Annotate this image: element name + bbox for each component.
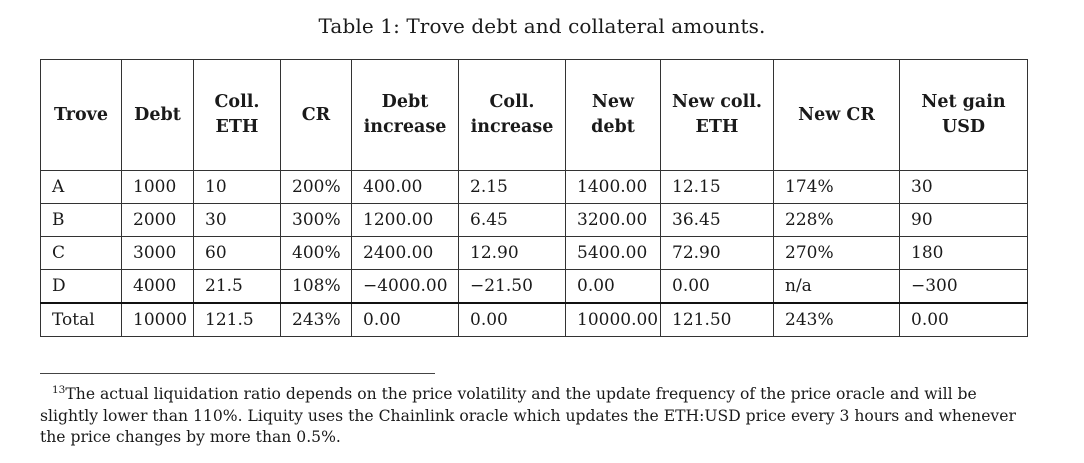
total-row: Total 10000 121.5 243% 0.00 0.00 10000.00 121.5… — [40, 302, 1028, 337]
column-header: New CR — [773, 59, 900, 171]
table-cell: −21.50 — [458, 269, 566, 304]
total-cell: 243% — [280, 302, 352, 337]
total-cell: 0.00 — [458, 302, 566, 337]
table-cell: 108% — [280, 269, 352, 304]
table-cell: −4000.00 — [351, 269, 459, 304]
column-header-line: ETH — [695, 117, 739, 137]
trove-table: Trove Debt Coll. ETH CR Debt increase Coll. incr… — [40, 59, 1028, 337]
table-cell: B — [40, 203, 122, 237]
footnote-text: The actual liquidation ratio depends on … — [40, 385, 1016, 446]
table-cell: 10 — [193, 170, 281, 204]
column-header: Coll. ETH — [193, 59, 281, 171]
table-cell: 21.5 — [193, 269, 281, 304]
table-cell: A — [40, 170, 122, 204]
table-cell: 1400.00 — [565, 170, 661, 204]
table-cell: 2000 — [121, 203, 194, 237]
total-cell: Total — [40, 302, 122, 337]
column-header: Trove — [40, 59, 122, 171]
table-cell: 300% — [280, 203, 352, 237]
table-cell: 0.00 — [565, 269, 661, 304]
table-cell: D — [40, 269, 122, 304]
table-cell: 400.00 — [351, 170, 459, 204]
column-header: New debt — [565, 59, 661, 171]
table-cell: 3200.00 — [565, 203, 661, 237]
total-cell: 121.5 — [193, 302, 281, 337]
table-cell: 3000 — [121, 236, 194, 270]
table-cell: 2400.00 — [351, 236, 459, 270]
table-row: C 3000 60 400% 2400.00 12.90 5400.00 72.90 270% 1… — [40, 236, 1028, 270]
total-cell: 10000.00 — [565, 302, 661, 337]
column-header-line: ETH — [215, 117, 259, 137]
total-cell: 10000 — [121, 302, 194, 337]
table-cell: 5400.00 — [565, 236, 661, 270]
column-header-line: increase — [363, 117, 447, 137]
header-row: Trove Debt Coll. ETH CR Debt increase Coll. incr… — [40, 59, 1028, 171]
table-cell: 2.15 — [458, 170, 566, 204]
table-cell: 30 — [899, 170, 1028, 204]
table-cell: 228% — [773, 203, 900, 237]
column-header: Debt — [121, 59, 194, 171]
total-cell: 0.00 — [899, 302, 1028, 337]
column-header-line: New coll. — [671, 92, 762, 112]
table-cell: 12.90 — [458, 236, 566, 270]
table-cell: 400% — [280, 236, 352, 270]
column-header: New coll. ETH — [660, 59, 774, 171]
column-header-line: increase — [470, 117, 554, 137]
table-cell: 12.15 — [660, 170, 774, 204]
footnote-number: 13 — [52, 384, 66, 396]
total-cell: 0.00 — [351, 302, 459, 337]
column-header-line: debt — [591, 117, 635, 137]
table-row: A 1000 10 200% 400.00 2.15 1400.00 12.15 174% 30 — [40, 170, 1028, 204]
column-header-line: Trove — [54, 104, 108, 125]
table-cell: 0.00 — [660, 269, 774, 304]
column-header-line: Debt — [381, 92, 429, 112]
column-header-line: Debt — [134, 104, 181, 125]
table-cell: 72.90 — [660, 236, 774, 270]
table-cell: 200% — [280, 170, 352, 204]
footnote: 13The actual liquidation ratio depends o… — [40, 380, 1030, 449]
column-header-line: Coll. — [489, 92, 535, 112]
column-header-line: New CR — [798, 104, 875, 125]
table-cell: n/a — [773, 269, 900, 304]
footnote-rule — [40, 373, 435, 374]
column-header-line: USD — [941, 117, 986, 137]
table-cell: 174% — [773, 170, 900, 204]
column-header-line: New — [591, 92, 635, 112]
column-header: Coll. increase — [458, 59, 566, 171]
table-cell: 36.45 — [660, 203, 774, 237]
table-cell: C — [40, 236, 122, 270]
total-cell: 121.50 — [660, 302, 774, 337]
table-cell: 30 — [193, 203, 281, 237]
column-header-line: Coll. — [214, 92, 260, 112]
table-cell: 6.45 — [458, 203, 566, 237]
table-cell: 1200.00 — [351, 203, 459, 237]
table-cell: 60 — [193, 236, 281, 270]
table-cell: 270% — [773, 236, 900, 270]
table-cell: 1000 — [121, 170, 194, 204]
column-header-line: CR — [301, 104, 331, 125]
table-cell: 4000 — [121, 269, 194, 304]
table-caption: Table 1: Trove debt and collateral amoun… — [318, 14, 766, 38]
table-cell: −300 — [899, 269, 1028, 304]
column-header: Debt increase — [351, 59, 459, 171]
table-cell: 180 — [899, 236, 1028, 270]
column-header: Net gain USD — [899, 59, 1028, 171]
total-cell: 243% — [773, 302, 900, 337]
table-cell: 90 — [899, 203, 1028, 237]
column-header-line: Net gain — [921, 92, 1006, 112]
table-row: D 4000 21.5 108% −4000.00 −21.50 0.00 0.00 n/a −3… — [40, 269, 1028, 304]
column-header: CR — [280, 59, 352, 171]
table-row: B 2000 30 300% 1200.00 6.45 3200.00 36.45 228% 90 — [40, 203, 1028, 237]
